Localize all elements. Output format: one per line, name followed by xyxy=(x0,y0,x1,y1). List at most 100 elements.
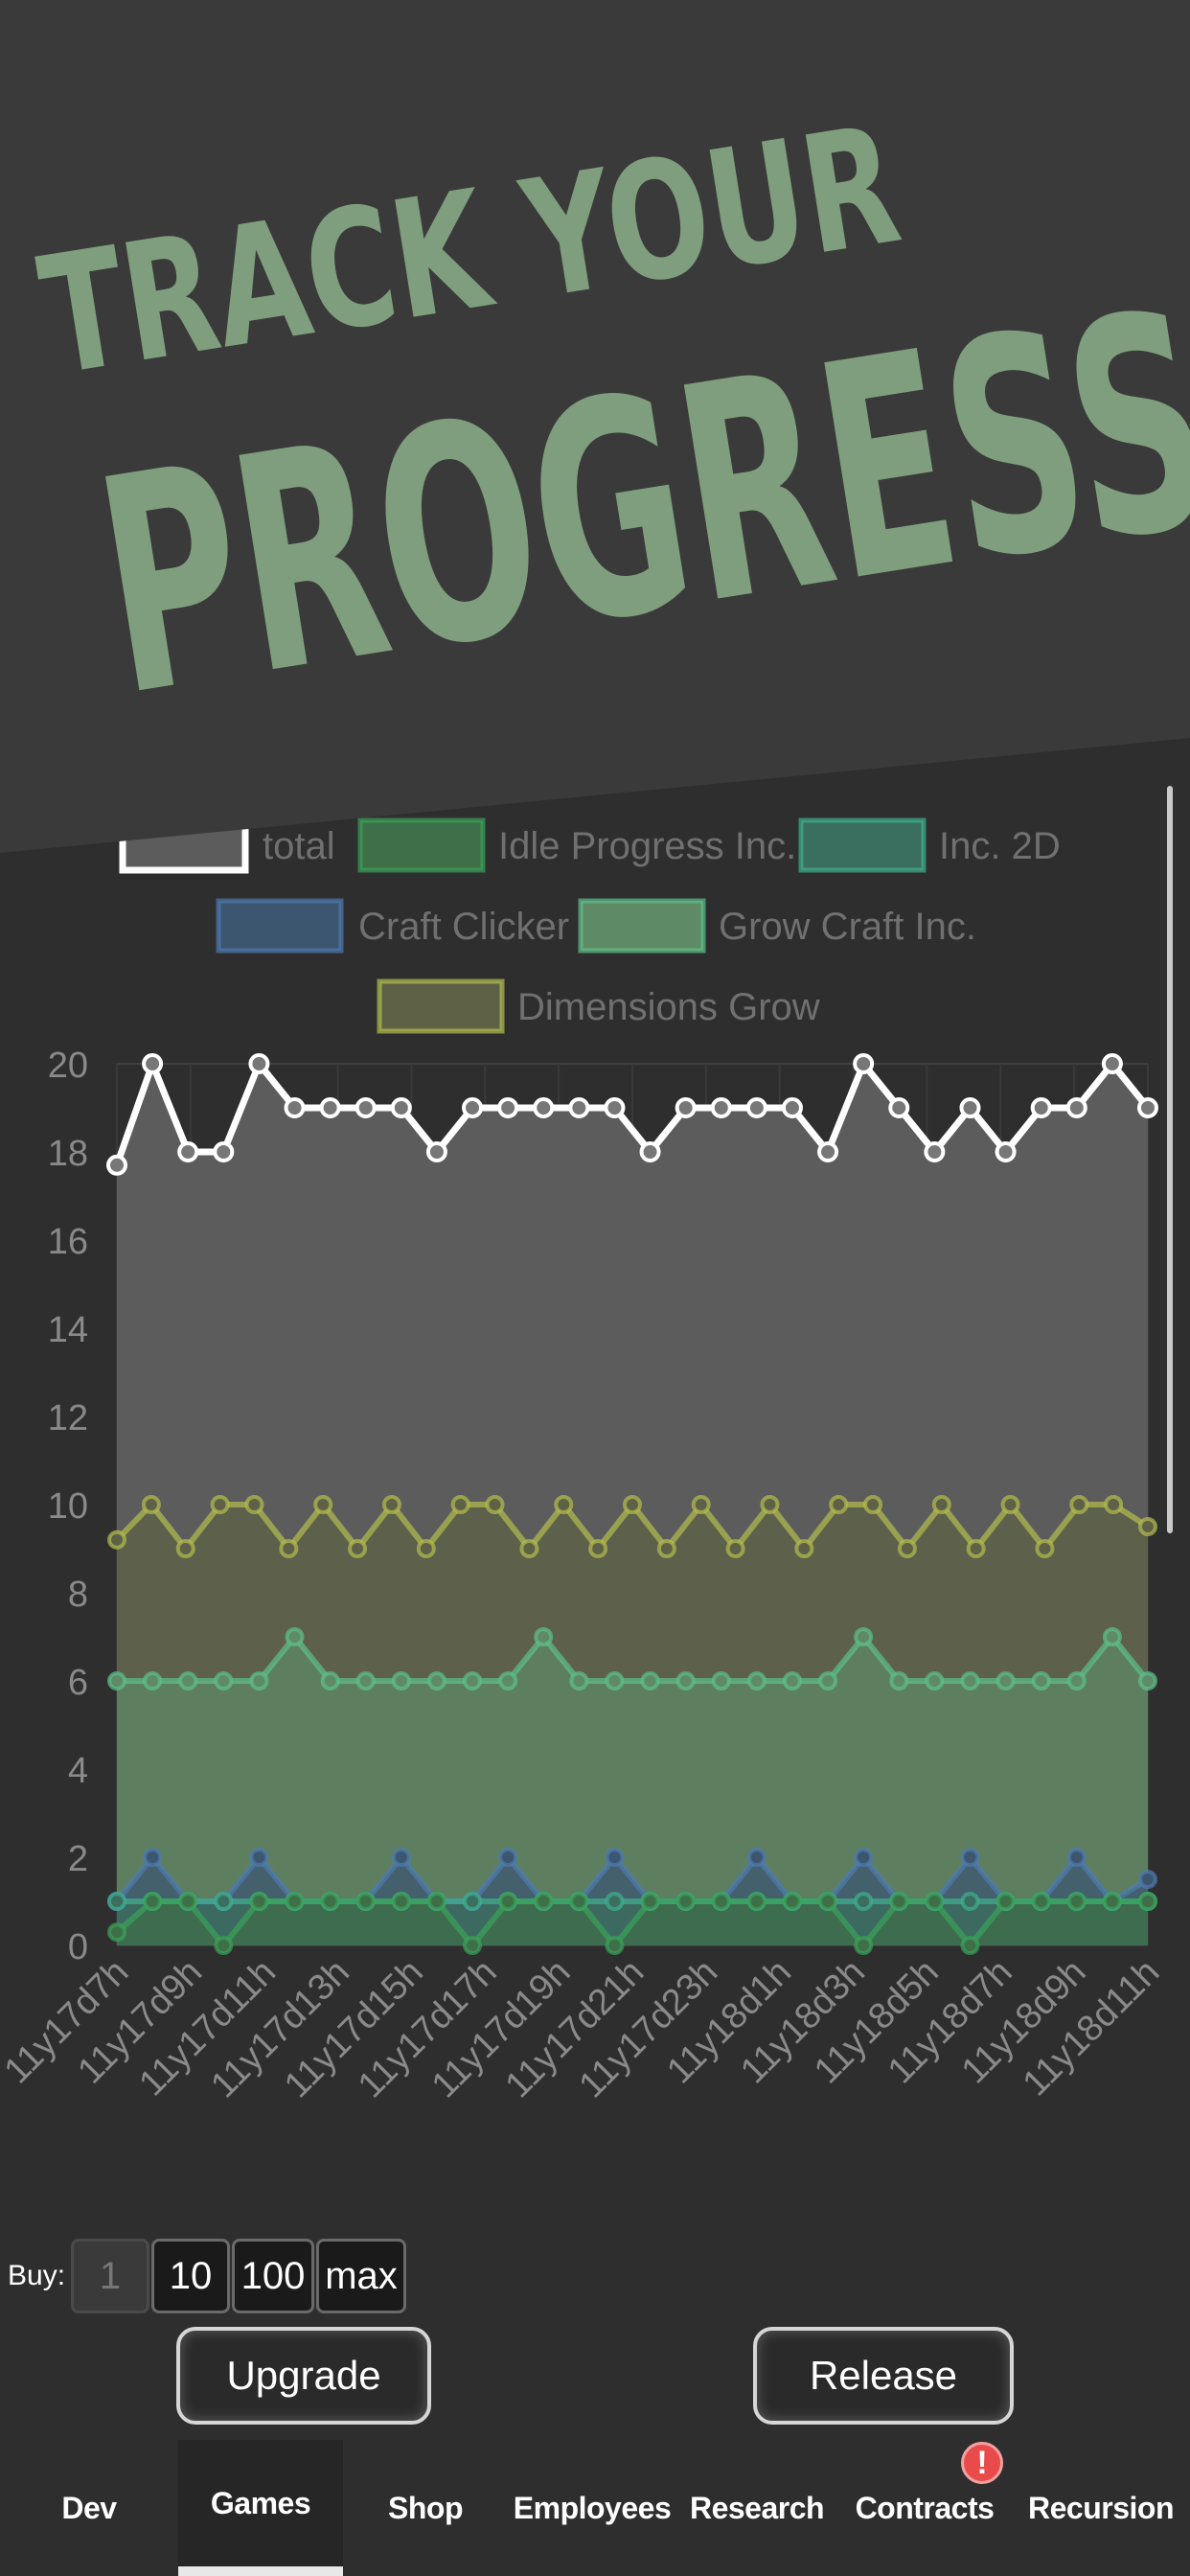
tab-shop[interactable]: Shop xyxy=(388,2490,463,2525)
data-point xyxy=(746,1848,767,1867)
upgrade-button[interactable]: Upgrade xyxy=(176,2327,431,2425)
data-point xyxy=(853,1053,875,1074)
data-point xyxy=(829,1495,849,1514)
y-tick-label: 20 xyxy=(48,1046,88,1086)
tab-employees[interactable]: Employees xyxy=(513,2490,672,2525)
data-point xyxy=(355,1671,376,1690)
contracts-alert-badge: ! xyxy=(961,2442,1003,2484)
data-point xyxy=(390,1097,412,1118)
data-point xyxy=(656,1539,676,1558)
scrollbar[interactable] xyxy=(1167,786,1173,1533)
data-point xyxy=(605,1892,625,1911)
legend-swatch xyxy=(798,817,927,873)
tab-dev[interactable]: Dev xyxy=(61,2490,117,2525)
data-point xyxy=(426,1892,446,1911)
data-point xyxy=(320,1671,340,1690)
buy-quantity-row: Buy: 1 10 100 max xyxy=(0,2233,671,2317)
data-point xyxy=(1137,1097,1158,1118)
data-point xyxy=(1031,1671,1051,1690)
data-point xyxy=(175,1539,195,1558)
data-point xyxy=(675,1097,697,1118)
data-point xyxy=(249,1671,269,1690)
data-point xyxy=(107,1892,126,1911)
data-point xyxy=(995,1671,1016,1690)
tab-contracts[interactable]: Contracts xyxy=(855,2490,995,2525)
data-point xyxy=(1035,1539,1055,1558)
data-point xyxy=(485,1495,505,1514)
legend-label: Dimensions Grow xyxy=(517,986,820,1028)
data-point xyxy=(534,1892,554,1911)
data-point xyxy=(925,1892,945,1911)
tab-research[interactable]: Research xyxy=(689,2490,825,2525)
data-point xyxy=(178,1671,198,1690)
data-point xyxy=(248,1053,270,1074)
data-point xyxy=(320,1892,340,1911)
banner-background xyxy=(0,0,1190,853)
data-point xyxy=(710,1097,732,1118)
data-point xyxy=(782,1892,802,1911)
data-point xyxy=(1138,1517,1157,1536)
data-point xyxy=(355,1892,376,1911)
data-point xyxy=(381,1495,401,1514)
data-point xyxy=(1104,1495,1124,1514)
data-point xyxy=(675,1892,696,1911)
data-point xyxy=(817,1141,839,1162)
data-point xyxy=(214,1936,234,1955)
data-point xyxy=(675,1671,696,1690)
legend-swatch xyxy=(216,898,344,954)
data-point xyxy=(463,1671,483,1690)
buy-100-button[interactable]: 100 xyxy=(232,2239,314,2313)
tab-bar: Dev Games Shop Employees Research Contra… xyxy=(0,2440,1190,2576)
progress-chart: total Idle Progress Inc. Inc. 2D Craft Clic… xyxy=(0,786,1190,2185)
y-tick-label: 12 xyxy=(48,1398,88,1438)
data-point xyxy=(285,1892,305,1911)
data-point xyxy=(1102,1892,1122,1911)
data-point xyxy=(605,1936,625,1955)
buy-max-button[interactable]: max xyxy=(316,2239,406,2313)
data-point xyxy=(1066,1892,1087,1911)
data-point xyxy=(1030,1097,1052,1118)
data-point xyxy=(711,1892,731,1911)
data-point xyxy=(554,1495,574,1514)
data-point xyxy=(426,1671,446,1690)
tab-games[interactable]: Games xyxy=(178,2440,343,2576)
data-point xyxy=(854,1936,874,1955)
data-point xyxy=(959,1097,981,1118)
data-point xyxy=(960,1892,980,1911)
data-point xyxy=(995,1141,1017,1162)
y-tick-label: 2 xyxy=(68,1839,88,1879)
data-point xyxy=(1066,1671,1087,1690)
data-point xyxy=(569,1671,589,1690)
data-point xyxy=(142,1053,164,1074)
data-point xyxy=(960,1671,980,1690)
data-point xyxy=(818,1892,838,1911)
data-point xyxy=(781,1097,803,1118)
data-point xyxy=(960,1936,980,1955)
data-point xyxy=(106,1154,127,1176)
data-point xyxy=(639,1141,661,1162)
data-point xyxy=(313,1495,333,1514)
tab-recursion[interactable]: Recursion xyxy=(1028,2490,1174,2525)
data-point xyxy=(782,1671,802,1690)
data-point xyxy=(854,1848,874,1867)
data-point xyxy=(1138,1671,1157,1690)
data-point xyxy=(498,1671,518,1690)
release-button[interactable]: Release xyxy=(753,2327,1014,2425)
data-point xyxy=(178,1892,198,1911)
data-point xyxy=(794,1539,814,1558)
data-point xyxy=(1138,1892,1157,1911)
data-point xyxy=(623,1495,642,1514)
y-tick-label: 18 xyxy=(48,1134,88,1174)
buy-1-button[interactable]: 1 xyxy=(71,2239,149,2313)
y-tick-label: 14 xyxy=(48,1310,88,1350)
data-point xyxy=(605,1671,625,1690)
y-tick-label: 16 xyxy=(48,1222,88,1262)
series-area xyxy=(117,1637,1148,1945)
data-point xyxy=(463,1936,483,1955)
buy-10-button[interactable]: 10 xyxy=(151,2239,230,2313)
data-point xyxy=(746,1671,767,1690)
data-point xyxy=(391,1671,411,1690)
data-point xyxy=(995,1892,1016,1911)
data-point xyxy=(213,1141,235,1162)
data-point xyxy=(498,1892,518,1911)
